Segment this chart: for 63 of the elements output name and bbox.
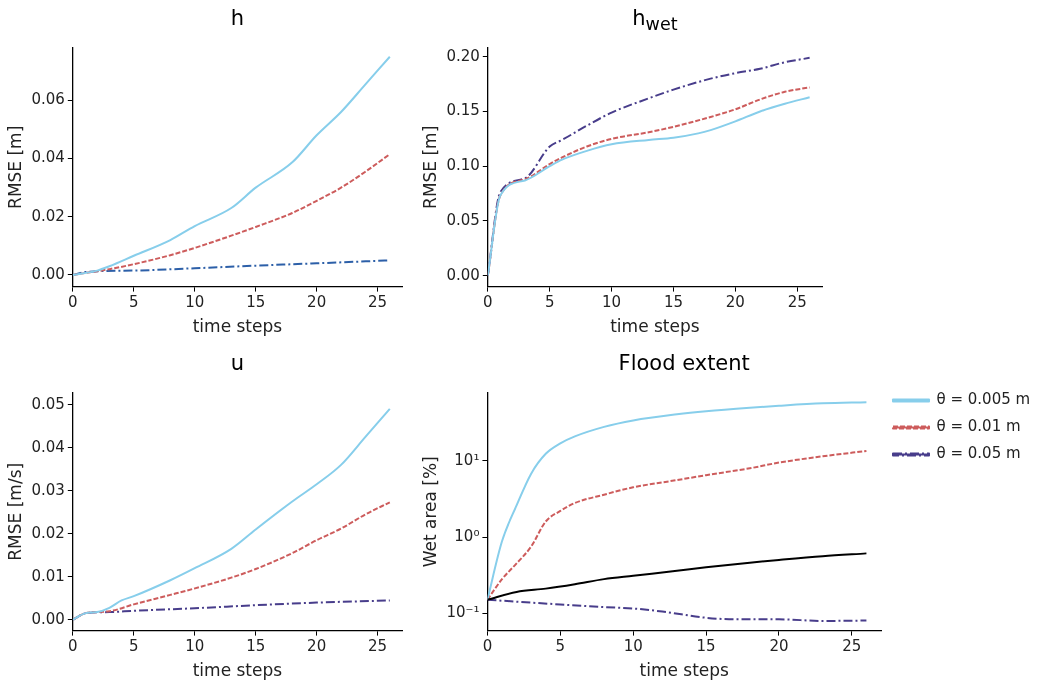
x-tick-label: 0 bbox=[68, 293, 78, 312]
y-tick-label: 0.02 bbox=[31, 206, 65, 225]
x-tick-label: 15 bbox=[246, 293, 266, 312]
x-axis-title: time steps bbox=[639, 660, 730, 681]
y-tick-label: 0.10 bbox=[446, 156, 480, 175]
y-tick-label: 0.04 bbox=[31, 437, 65, 456]
y-tick-label: 0.20 bbox=[446, 46, 480, 65]
y-tick-label: 0.05 bbox=[31, 394, 65, 413]
chart-title: u bbox=[229, 351, 246, 375]
chart-title: h bbox=[229, 6, 246, 30]
y-tick-label: 0.02 bbox=[31, 523, 65, 542]
line-series bbox=[487, 449, 868, 601]
x-axis-title: time steps bbox=[192, 316, 283, 337]
x-tick-label: 10 bbox=[623, 637, 643, 656]
y-tick-label: 0.15 bbox=[446, 101, 480, 120]
y-tick-label: 10⁰ bbox=[454, 526, 480, 545]
y-tick-label: 10¹ bbox=[454, 450, 480, 469]
x-tick-label: 20 bbox=[769, 637, 789, 656]
y-tick-label: 0.01 bbox=[31, 566, 65, 585]
y-tick-label: 0.05 bbox=[446, 210, 480, 229]
chart-title: h$_{wet}$ bbox=[631, 6, 679, 35]
x-tick-label: 5 bbox=[128, 637, 139, 656]
y-tick-label: 0.00 bbox=[446, 265, 480, 284]
x-axis-title: time steps bbox=[610, 316, 700, 337]
legend-label: θ = 0.01 m bbox=[936, 417, 1021, 436]
line-series bbox=[487, 598, 868, 622]
x-tick-label: 15 bbox=[663, 293, 684, 312]
x-tick-label: 25 bbox=[368, 637, 388, 656]
y-axis-title: RMSE [m] bbox=[4, 125, 25, 209]
x-axis-title: time steps bbox=[192, 660, 283, 681]
x-tick-label: 25 bbox=[787, 293, 807, 312]
y-tick-label: 0.00 bbox=[31, 264, 65, 283]
y-tick-label: 0.04 bbox=[31, 148, 65, 167]
legend-label: θ = 0.05 m bbox=[936, 444, 1021, 463]
y-tick-label: 0.03 bbox=[31, 480, 65, 499]
line-series bbox=[72, 407, 391, 621]
line-series bbox=[487, 401, 868, 601]
x-tick-label: 20 bbox=[307, 637, 327, 656]
y-tick-label: 0.06 bbox=[31, 90, 65, 109]
x-tick-label: 5 bbox=[544, 293, 555, 312]
y-axis-title: Wet area [%] bbox=[419, 456, 440, 568]
x-tick-label: 15 bbox=[696, 637, 716, 656]
line-series bbox=[72, 55, 391, 276]
x-tick-label: 10 bbox=[602, 293, 622, 312]
y-axis-title: RMSE [m/s] bbox=[4, 462, 25, 561]
x-tick-label: 0 bbox=[482, 637, 493, 656]
x-tick-label: 10 bbox=[185, 637, 205, 656]
legend-label: θ = 0.005 m bbox=[936, 390, 1031, 409]
x-tick-label: 0 bbox=[483, 293, 493, 312]
y-tick-label: 0.00 bbox=[31, 609, 65, 628]
x-tick-label: 25 bbox=[368, 293, 388, 312]
y-axis-title: RMSE [m] bbox=[419, 125, 440, 209]
x-tick-label: 15 bbox=[246, 637, 266, 656]
y-tick-label: 10⁻¹ bbox=[446, 603, 480, 622]
x-tick-label: 0 bbox=[68, 637, 78, 656]
x-tick-label: 25 bbox=[842, 637, 862, 656]
x-tick-label: 20 bbox=[307, 293, 327, 312]
x-tick-label: 20 bbox=[725, 293, 745, 312]
line-series bbox=[487, 552, 868, 601]
x-tick-label: 10 bbox=[185, 293, 205, 312]
chart-title: Flood extent bbox=[617, 351, 751, 375]
x-tick-label: 5 bbox=[555, 637, 566, 656]
x-tick-label: 5 bbox=[128, 293, 139, 312]
